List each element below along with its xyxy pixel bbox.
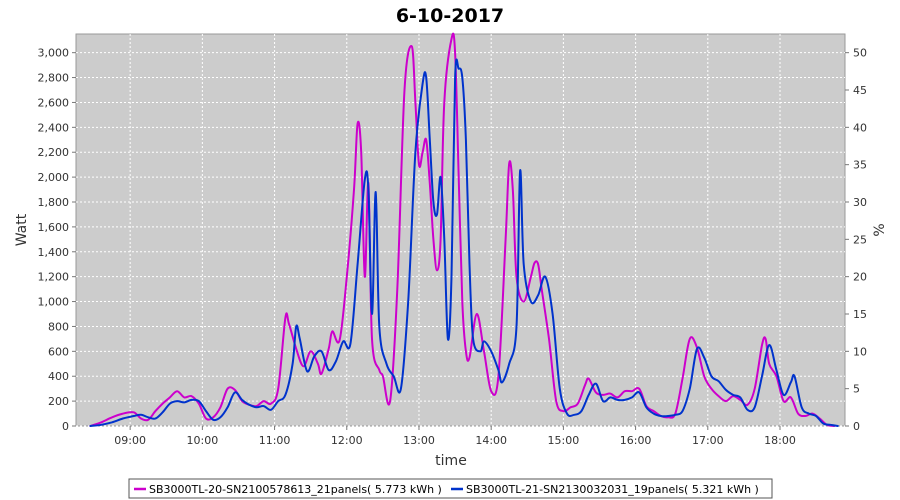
y2-tick-label: 10	[853, 345, 867, 358]
chart-title: 6-10-2017	[396, 5, 504, 27]
series-line-2	[89, 58, 839, 427]
y-tick-label: 1,000	[38, 296, 70, 309]
y2-tick-label: 45	[853, 84, 867, 97]
y-tick-label: 1,400	[38, 246, 70, 259]
legend-label-1: SB3000TL-20-SN2100578613_21panels( 5.773…	[149, 483, 442, 496]
y-tick-label: 0	[62, 420, 69, 433]
y2-tick-label: 15	[853, 308, 867, 321]
y-tick-label: 2,800	[38, 72, 70, 85]
y-tick-label: 200	[48, 395, 69, 408]
y2-tick-label: 30	[853, 196, 867, 209]
y2-tick-label: 25	[853, 233, 867, 246]
x-axis-title: time	[435, 453, 467, 469]
y-axis-left: 0 200 400 600 800 1,000 1,200 1,400 1,600 1,800 2,…	[38, 47, 76, 433]
y2-tick-label: 0	[853, 420, 860, 433]
x-tick-label: 11:00	[259, 434, 291, 447]
x-tick-label: 09:00	[114, 434, 146, 447]
y-tick-label: 2,600	[38, 96, 70, 109]
x-tick-label: 17:00	[692, 434, 724, 447]
legend-entries: SB3000TL-20-SN2100578613_21panels( 5.773…	[134, 483, 759, 496]
y-axis-title: Watt	[14, 213, 30, 246]
y-axis-right: 0 5 10 15 20 25 30 35 40 45 50	[845, 47, 867, 433]
y2-tick-label: 40	[853, 121, 867, 134]
x-tick-label: 13:00	[403, 434, 435, 447]
legend	[128, 478, 773, 499]
x-tick-label: 12:00	[331, 434, 363, 447]
y2-tick-label: 35	[853, 159, 867, 172]
y-tick-label: 1,800	[38, 196, 70, 209]
y-tick-label: 600	[48, 345, 69, 358]
y-tick-label: 2,200	[38, 146, 70, 159]
y-tick-label: 3,000	[38, 47, 70, 60]
y-tick-label: 1,600	[38, 221, 70, 234]
x-tick-label: 16:00	[620, 434, 652, 447]
series-layer	[89, 32, 839, 427]
legend-label-2: SB3000TL-21-SN2130032031_19panels( 5.321…	[466, 483, 759, 496]
y-tick-label: 2,000	[38, 171, 70, 184]
grid-lines	[76, 34, 845, 427]
y-tick-label: 800	[48, 320, 69, 333]
y2-tick-label: 20	[853, 271, 867, 284]
x-tick-label: 15:00	[548, 434, 580, 447]
x-tick-label: 10:00	[187, 434, 219, 447]
y-tick-label: 1,200	[38, 271, 70, 284]
y2-tick-label: 5	[853, 383, 860, 396]
y2-axis-title: %	[872, 223, 888, 236]
y-tick-label: 2,400	[38, 121, 70, 134]
x-axis: 09:00 10:00 11:00 12:00 13:00 14:00 15:00 16:00…	[114, 426, 796, 447]
x-tick-label: 18:00	[764, 434, 796, 447]
x-tick-label: 14:00	[475, 434, 507, 447]
y-tick-label: 400	[48, 370, 69, 383]
y2-tick-label: 50	[853, 47, 867, 60]
